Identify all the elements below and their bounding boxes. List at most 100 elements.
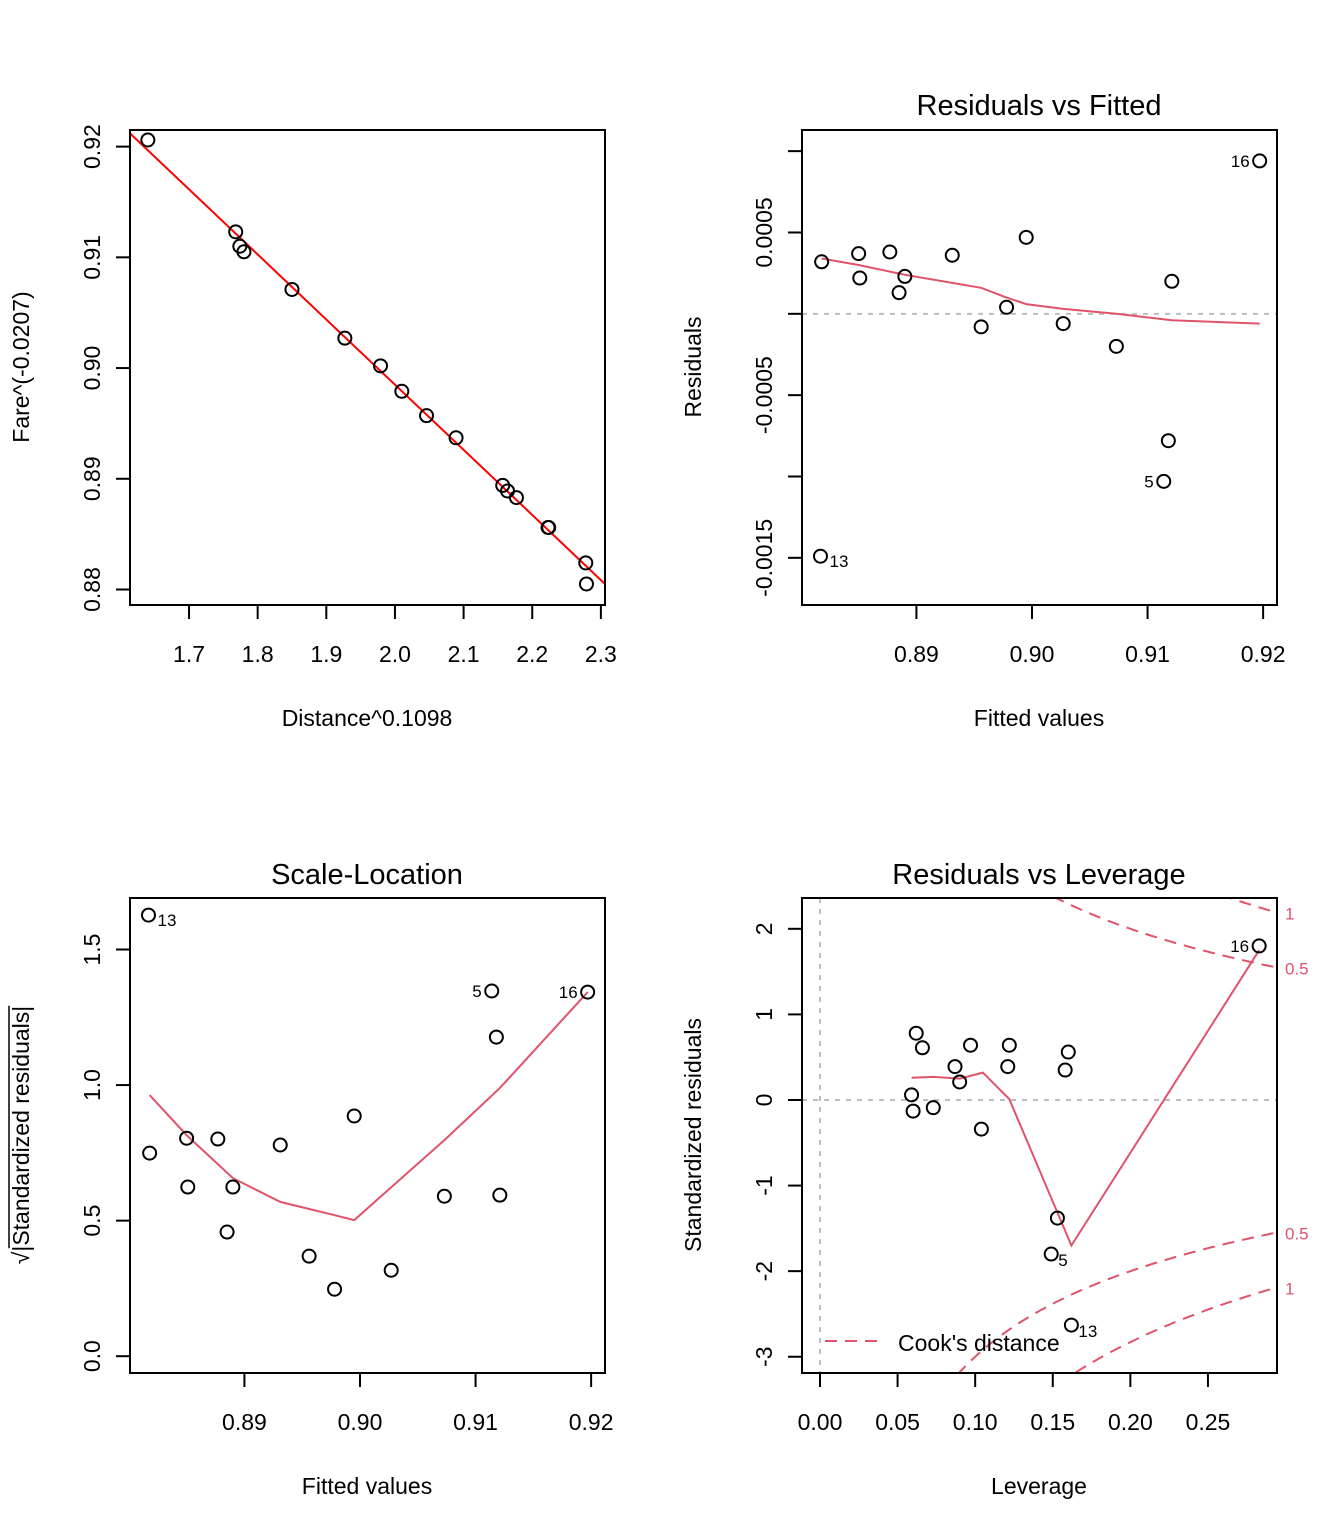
data-point — [1063, 1317, 1079, 1333]
data-point — [944, 247, 960, 263]
x-tick-label: 2.3 — [585, 641, 617, 667]
panel-residuals-vs-fitted: Residuals vs Fitted 0.89 0.90 0.91 0.92 0.0… — [680, 90, 1286, 731]
data-point — [541, 519, 557, 535]
y-axis: 0.0005 -0.0005 -0.0015 — [751, 150, 802, 597]
x-tick-label: 0.90 — [1010, 641, 1055, 667]
clipped-marks — [148, 991, 589, 1222]
data-point — [419, 408, 435, 424]
x-axis-title: Leverage — [991, 1473, 1087, 1499]
data-point — [1000, 1059, 1016, 1075]
data-point — [1060, 1044, 1076, 1060]
data-point — [484, 983, 500, 999]
data-point — [346, 1108, 362, 1124]
data-point — [1018, 229, 1034, 245]
point-id-label: 16 — [1231, 152, 1250, 171]
data-point — [284, 281, 300, 297]
x-tick-label: 2.1 — [448, 641, 480, 667]
data-point — [140, 132, 156, 148]
x-tick-label: 1.8 — [242, 641, 274, 667]
regression-line — [130, 132, 605, 585]
data-point — [578, 555, 594, 571]
y-axis: 0.88 0.89 0.90 0.91 0.92 — [79, 124, 130, 612]
x-tick-label: 0.25 — [1186, 1409, 1231, 1435]
y-tick-label: 0.88 — [79, 567, 105, 612]
y-axis-title: Residuals — [680, 317, 706, 418]
data-point — [882, 244, 898, 260]
y-tick-label: 2 — [751, 922, 777, 935]
data-point — [236, 244, 252, 260]
x-tick-label: 0.10 — [953, 1409, 998, 1435]
cooks-distance-level-label: 1 — [1285, 905, 1294, 924]
legend: Cook's distance — [825, 1330, 1060, 1356]
x-tick-label: 2.2 — [516, 641, 548, 667]
smoother-line — [911, 949, 1261, 1248]
data-point — [580, 984, 596, 1000]
x-axis-title: Distance^0.1098 — [282, 705, 453, 731]
data-point — [394, 383, 410, 399]
plot-frame — [129, 129, 606, 606]
data-point — [272, 1137, 288, 1153]
x-axis: 0.00 0.05 0.10 0.15 0.20 0.25 — [798, 1372, 1231, 1435]
point-id-label: 13 — [157, 911, 176, 930]
x-tick-label: 0.92 — [1241, 641, 1286, 667]
smoother-line — [148, 991, 589, 1222]
plot-area: 5 13 16 — [802, 152, 1277, 571]
y-axis-title: Fare^(-0.0207) — [8, 291, 34, 442]
data-point — [1156, 473, 1172, 489]
cooks-distance-contour-1-lower — [1073, 1286, 1277, 1373]
x-tick-label: 0.92 — [569, 1409, 614, 1435]
y-tick-label: 1.5 — [79, 934, 105, 966]
panel-scatter-fit: 1.7 1.8 1.9 2.0 2.1 2.2 2.3 0.880.890.900.910.… — [8, 124, 617, 731]
data-point — [812, 548, 828, 564]
x-tick-label: 0.20 — [1108, 1409, 1153, 1435]
y-tick-label: 1 — [751, 1008, 777, 1021]
y-tick-label: 0.90 — [79, 346, 105, 391]
data-point — [1160, 433, 1176, 449]
y-tick-label: -0.0005 — [751, 356, 777, 434]
cooks-distance-level-label: 0.5 — [1285, 1224, 1309, 1243]
data-point — [999, 299, 1015, 315]
panel-residuals-vs-leverage: Residuals vs Leverage 0.00 0.05 0.10 0.15 0.… — [680, 859, 1309, 1499]
data-point — [383, 1262, 399, 1278]
x-tick-label: 0.91 — [453, 1409, 498, 1435]
x-tick-label: 0.00 — [798, 1409, 843, 1435]
data-point — [301, 1248, 317, 1264]
plot-area: 0.5 0.5 1 1 5 13 16 — [802, 898, 1309, 1373]
data-point — [492, 1187, 508, 1203]
point-id-label: 13 — [1078, 1322, 1097, 1341]
data-point — [814, 254, 830, 270]
legend-label-cooks-distance: Cook's distance — [898, 1330, 1060, 1356]
data-point — [219, 1224, 235, 1240]
x-axis: 0.89 0.90 0.91 0.92 — [894, 604, 1286, 667]
data-point — [448, 430, 464, 446]
y-tick-label: -2 — [751, 1261, 777, 1281]
x-tick-label: 0.90 — [338, 1409, 383, 1435]
x-tick-label: 2.0 — [379, 641, 411, 667]
y-tick-label: 0.5 — [79, 1205, 105, 1237]
data-point — [337, 330, 353, 346]
y-tick-label: -0.0015 — [751, 519, 777, 597]
plot-frame — [129, 897, 606, 1374]
data-point — [905, 1103, 921, 1119]
plot-area — [130, 132, 605, 592]
data-point — [897, 268, 913, 284]
point-id-label: 5 — [1058, 1251, 1067, 1270]
x-tick-label: 0.05 — [875, 1409, 920, 1435]
panel-title: Scale-Location — [271, 859, 463, 891]
cooks-distance-contour-0.5-lower — [957, 1231, 1277, 1373]
data-point — [1251, 938, 1267, 954]
data-point — [228, 224, 244, 240]
data-point — [140, 907, 156, 923]
data-point — [1055, 316, 1071, 332]
x-tick-label: 1.9 — [310, 641, 342, 667]
data-point — [1252, 153, 1268, 169]
data-point — [327, 1281, 343, 1297]
data-point — [1049, 1210, 1065, 1226]
panel-scale-location: Scale-Location 0.89 0.90 0.91 0.92 0.0 0.5 1.… — [8, 859, 614, 1499]
data-point — [891, 285, 907, 301]
data-point — [963, 1037, 979, 1053]
y-tick-label: -3 — [751, 1347, 777, 1367]
data-point — [973, 1121, 989, 1137]
smoother-line — [821, 257, 1260, 325]
